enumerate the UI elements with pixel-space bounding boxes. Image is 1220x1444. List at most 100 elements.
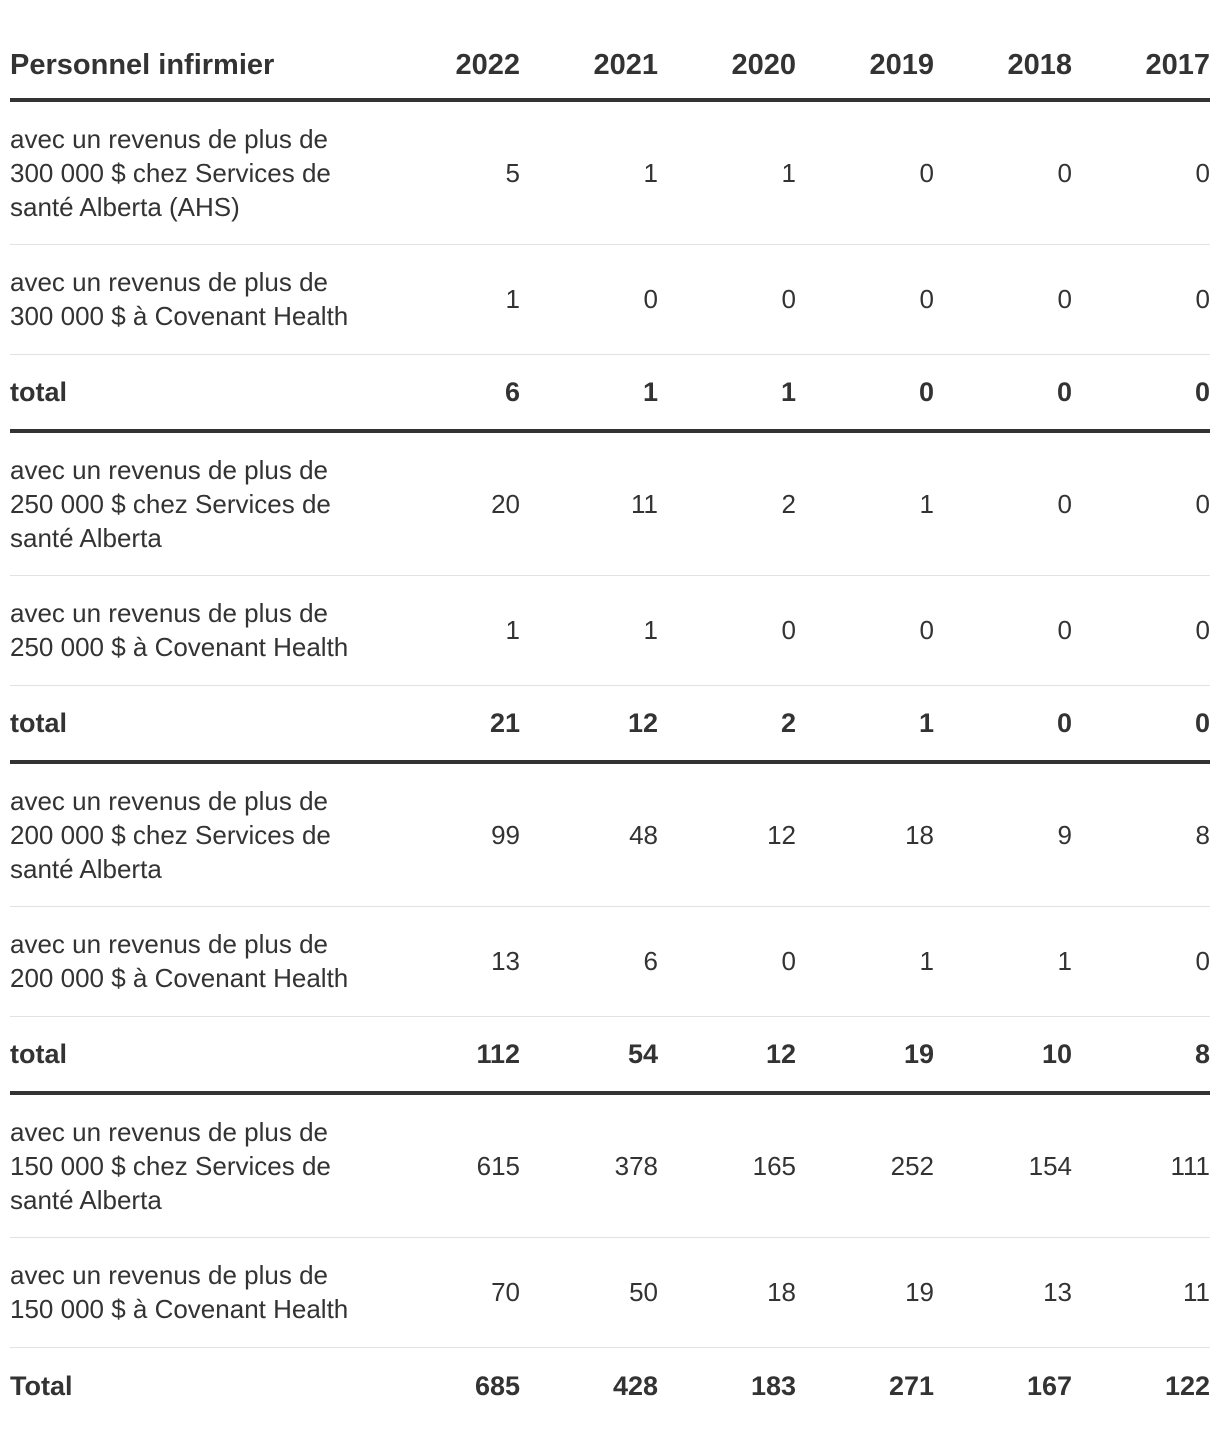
header-year-2022: 2022 bbox=[382, 0, 520, 102]
header-year-2020: 2020 bbox=[658, 0, 796, 102]
cell-value: 0 bbox=[934, 431, 1072, 576]
cell-value: 5 bbox=[382, 100, 520, 245]
total-value: 1 bbox=[520, 354, 658, 433]
cell-value: 0 bbox=[796, 244, 934, 355]
cell-value: 0 bbox=[1072, 244, 1210, 355]
header-label: Personnel infirmier bbox=[10, 0, 382, 102]
total-value: 2 bbox=[658, 685, 796, 764]
total-value: 271 bbox=[888, 1370, 934, 1401]
row-label: avec un revenus de plus de 150 000 $ che… bbox=[10, 1093, 382, 1238]
total-value: 0 bbox=[796, 354, 934, 433]
cell-value: 1 bbox=[520, 575, 658, 686]
cell-value: 0 bbox=[520, 244, 658, 355]
table-row: avec un revenus de plus de 250 000 $ à C… bbox=[10, 575, 1210, 686]
row-label: avec un revenus de plus de 250 000 $ à C… bbox=[10, 575, 382, 686]
total-value: 21 bbox=[382, 685, 520, 764]
total-row: total 112 54 12 19 10 8 bbox=[10, 1016, 1210, 1095]
cell-value: 0 bbox=[796, 575, 934, 686]
table-container: Personnel infirmier 2022 2021 2020 2019 … bbox=[10, 0, 1210, 1424]
total-label: total bbox=[10, 1016, 382, 1095]
cell-value: 1 bbox=[796, 431, 934, 576]
total-value: 0 bbox=[1072, 354, 1210, 433]
total-value: 54 bbox=[520, 1016, 658, 1095]
header-year-2019: 2019 bbox=[796, 0, 934, 102]
total-value: 10 bbox=[934, 1016, 1072, 1095]
table-row: avec un revenus de plus de 200 000 $ à C… bbox=[10, 906, 1210, 1017]
table-row: avec un revenus de plus de 150 000 $ che… bbox=[10, 1093, 1210, 1238]
cell-value: 0 bbox=[934, 575, 1072, 686]
table-row: avec un revenus de plus de 250 000 $ che… bbox=[10, 431, 1210, 576]
table-row: avec un revenus de plus de 300 000 $ à C… bbox=[10, 244, 1210, 355]
nurse-income-table: Personnel infirmier 2022 2021 2020 2019 … bbox=[10, 0, 1210, 1424]
cell-value: 615 bbox=[382, 1093, 520, 1238]
cell-value: 0 bbox=[1072, 906, 1210, 1017]
cell-value: 0 bbox=[796, 100, 934, 245]
total-value: 685 bbox=[474, 1370, 520, 1401]
row-label: avec un revenus de plus de 200 000 $ che… bbox=[10, 762, 382, 907]
cell-value: 1 bbox=[382, 575, 520, 686]
cell-value: 20 bbox=[382, 431, 520, 576]
total-value: 112 bbox=[382, 1016, 520, 1095]
cell-value: 6 bbox=[520, 906, 658, 1017]
total-row: total 21 12 2 1 0 0 bbox=[10, 685, 1210, 764]
row-label: avec un revenus de plus de 250 000 $ che… bbox=[10, 431, 382, 576]
total-value: 0 bbox=[1072, 685, 1210, 764]
cell-value: 50 bbox=[520, 1237, 658, 1348]
total-value: 12 bbox=[658, 1016, 796, 1095]
header-year-2018: 2018 bbox=[934, 0, 1072, 102]
row-label: avec un revenus de plus de 200 000 $ à C… bbox=[10, 906, 382, 1017]
total-row: total 6 1 1 0 0 0 bbox=[10, 354, 1210, 433]
total-value: 12 bbox=[520, 685, 658, 764]
table-header-row: Personnel infirmier 2022 2021 2020 2019 … bbox=[10, 0, 1210, 102]
cell-value: 18 bbox=[796, 762, 934, 907]
total-value: 0 bbox=[934, 354, 1072, 433]
grand-total-row: Total 685 428 183 271 167 122 bbox=[10, 1347, 1210, 1424]
total-label: Total bbox=[10, 1370, 73, 1401]
total-label: total bbox=[10, 685, 382, 764]
cell-value: 13 bbox=[382, 906, 520, 1017]
cell-value: 19 bbox=[796, 1237, 934, 1348]
cell-value: 2 bbox=[658, 431, 796, 576]
total-value: 183 bbox=[750, 1370, 796, 1401]
total-value: 6 bbox=[382, 354, 520, 433]
total-value: 19 bbox=[796, 1016, 934, 1095]
table-row: avec un revenus de plus de 200 000 $ che… bbox=[10, 762, 1210, 907]
cell-value: 11 bbox=[520, 431, 658, 576]
cell-value: 9 bbox=[934, 762, 1072, 907]
cell-value: 1 bbox=[658, 100, 796, 245]
cell-value: 0 bbox=[1072, 100, 1210, 245]
cell-value: 0 bbox=[658, 244, 796, 355]
total-value: 1 bbox=[796, 685, 934, 764]
total-value: 1 bbox=[658, 354, 796, 433]
header-year-2017: 2017 bbox=[1072, 0, 1210, 102]
cell-value: 252 bbox=[796, 1093, 934, 1238]
row-label: avec un revenus de plus de 300 000 $ à C… bbox=[10, 244, 382, 355]
cell-value: 0 bbox=[658, 906, 796, 1017]
cell-value: 1 bbox=[520, 100, 658, 245]
row-label: avec un revenus de plus de 300 000 $ che… bbox=[10, 100, 382, 245]
table-row: avec un revenus de plus de 150 000 $ à C… bbox=[10, 1237, 1210, 1348]
cell-value: 11 bbox=[1072, 1237, 1210, 1348]
cell-value: 99 bbox=[382, 762, 520, 907]
table-body: avec un revenus de plus de 300 000 $ che… bbox=[10, 100, 1210, 1424]
header-year-2021: 2021 bbox=[520, 0, 658, 102]
cell-value: 0 bbox=[658, 575, 796, 686]
cell-value: 12 bbox=[658, 762, 796, 907]
total-value: 8 bbox=[1072, 1016, 1210, 1095]
cell-value: 1 bbox=[934, 906, 1072, 1017]
cell-value: 154 bbox=[934, 1093, 1072, 1238]
cell-value: 13 bbox=[934, 1237, 1072, 1348]
cell-value: 18 bbox=[658, 1237, 796, 1348]
cell-value: 0 bbox=[934, 244, 1072, 355]
total-value: 122 bbox=[1164, 1370, 1210, 1401]
cell-value: 1 bbox=[796, 906, 934, 1017]
cell-value: 48 bbox=[520, 762, 658, 907]
cell-value: 8 bbox=[1072, 762, 1210, 907]
cell-value: 0 bbox=[934, 100, 1072, 245]
table-row: avec un revenus de plus de 300 000 $ che… bbox=[10, 100, 1210, 245]
total-label: total bbox=[10, 354, 382, 433]
total-value: 167 bbox=[1026, 1370, 1072, 1401]
cell-value: 111 bbox=[1072, 1093, 1210, 1238]
total-value: 428 bbox=[612, 1370, 658, 1401]
cell-value: 70 bbox=[382, 1237, 520, 1348]
